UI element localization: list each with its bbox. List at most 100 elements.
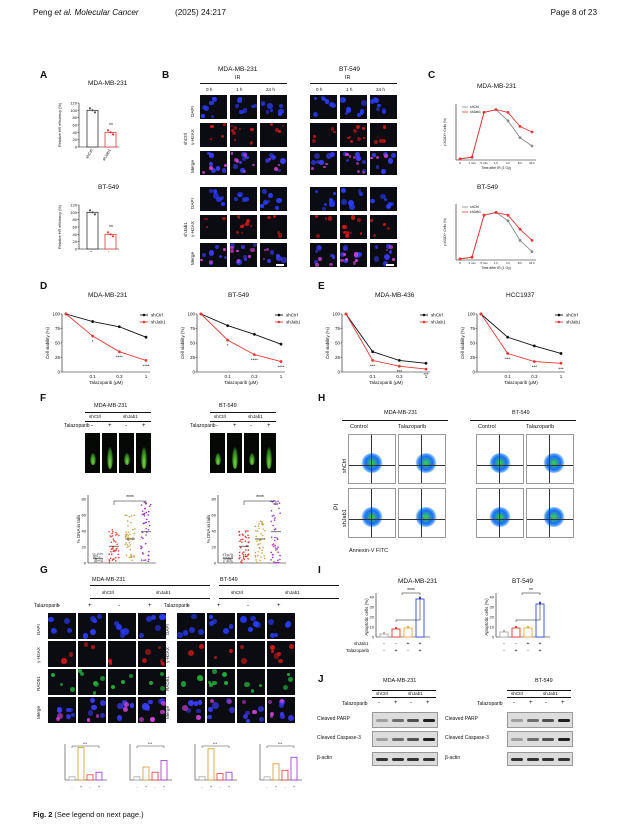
data-point	[239, 556, 241, 559]
y-tick-label: 10	[370, 625, 375, 630]
fluorescence-tile	[340, 123, 367, 147]
data-point	[261, 552, 263, 554]
data-point	[263, 557, 266, 560]
x-tick-label: 0.1	[225, 374, 232, 379]
header-rule	[90, 598, 210, 599]
cell-nucleus	[188, 649, 194, 656]
cell-nucleus	[263, 200, 268, 205]
cell-nucleus	[252, 163, 255, 167]
talazoparib-label: Talazoparib	[34, 603, 60, 609]
data-point	[64, 312, 68, 316]
data-point	[242, 553, 245, 556]
cell-nucleus	[314, 249, 318, 253]
treatment-sign: -	[247, 603, 249, 609]
panel-label-a: A	[40, 70, 48, 81]
data-point	[256, 530, 259, 532]
treatment-sign: +	[145, 785, 147, 789]
x-tick-label: 1 min	[468, 161, 476, 165]
flow-plot	[476, 434, 524, 484]
data-point	[241, 541, 243, 543]
cell-nucleus	[244, 196, 250, 202]
cell-nucleus	[321, 96, 325, 100]
y-tick-label: 20	[212, 545, 217, 550]
data-point	[264, 529, 266, 532]
cell-nucleus	[383, 153, 388, 158]
cell-nucleus	[266, 157, 271, 163]
y-tick-label: 40	[73, 130, 78, 135]
cell-nucleus	[380, 168, 386, 175]
protein-band	[557, 718, 570, 722]
treatment-sign: +	[539, 648, 542, 654]
protein-label: Cleaved PARP	[317, 716, 350, 722]
y-tick-label: 60	[212, 513, 217, 518]
cell-nucleus	[250, 615, 256, 621]
data-point	[126, 520, 129, 523]
running-header-page: Page 8 of 23	[550, 8, 597, 17]
data-point	[273, 528, 276, 531]
cell-nucleus	[209, 153, 214, 158]
quadrant-line	[349, 519, 395, 520]
cell-nucleus	[344, 233, 349, 238]
y-tick-label: 30	[490, 605, 495, 610]
cell-nucleus	[277, 130, 281, 134]
data-point	[143, 559, 145, 562]
fluorescence-tile	[310, 123, 337, 147]
x-tick-label: 0.1	[370, 374, 377, 379]
cell-nucleus	[257, 705, 265, 713]
cell-nucleus	[240, 224, 244, 228]
data-point	[502, 629, 506, 633]
legend-label: shJab1	[151, 320, 166, 325]
cell-nucleus	[387, 158, 394, 164]
cell-nucleus	[344, 257, 348, 261]
y-tick-label: 50	[335, 341, 341, 346]
cell-nucleus	[345, 158, 350, 163]
cell-nucleus	[206, 225, 209, 228]
running-header-citation: (2025) 24:217	[175, 8, 226, 17]
protein-band	[542, 737, 554, 741]
cell-nucleus	[248, 255, 252, 259]
cell-nucleus	[159, 658, 164, 663]
cell-nucleus	[182, 630, 189, 636]
cell-nucleus	[211, 168, 216, 174]
panel-b-col-1: MDA-MB-231	[218, 66, 258, 73]
significance-label: *	[227, 343, 229, 348]
y-tick-label: 40	[370, 595, 375, 600]
bar	[77, 747, 85, 781]
cell-nucleus	[222, 627, 229, 634]
bar	[160, 760, 168, 781]
data-point	[111, 529, 114, 531]
cell-nucleus	[345, 111, 349, 115]
data-point	[273, 514, 275, 517]
data-point	[133, 532, 136, 535]
cell-nucleus	[270, 711, 274, 716]
panel-h-title-1: MDA-MB-231	[384, 410, 418, 416]
significance-bracket	[401, 592, 421, 595]
cell-nucleus	[277, 168, 281, 172]
panel-d-title-2: BT-549	[228, 292, 249, 299]
comet	[266, 447, 272, 469]
data-point	[224, 554, 227, 557]
data-point	[226, 555, 229, 557]
data-point	[110, 535, 112, 538]
ir-label: IR	[235, 75, 241, 81]
data-point	[117, 553, 119, 556]
quadrant-line	[399, 519, 445, 520]
cell-nucleus	[148, 680, 153, 685]
y-tick-label: 100	[187, 312, 195, 317]
treatment-sign: +	[515, 648, 518, 654]
cell-nucleus	[203, 105, 209, 111]
panel-e-title-2: HCC1937	[506, 292, 535, 299]
protein-band	[557, 757, 570, 761]
running-header-authors: Peng et al. Molecular Cancer	[33, 8, 139, 17]
data-point	[114, 560, 117, 562]
cell-nucleus	[281, 124, 285, 127]
panel-c-plots: 0 1 min 5 min 1 h 4 h 8 h 24 h Time after IR (1…	[443, 104, 536, 270]
data-point	[530, 130, 534, 134]
flow-plot	[348, 488, 396, 538]
data-point	[270, 510, 273, 512]
cell-nucleus	[221, 202, 226, 207]
treatment-sign: -	[219, 785, 221, 789]
condition-label: Control	[478, 424, 496, 430]
protein-label: Cleaved PARP	[445, 716, 478, 722]
significance-label: ***	[505, 356, 511, 361]
